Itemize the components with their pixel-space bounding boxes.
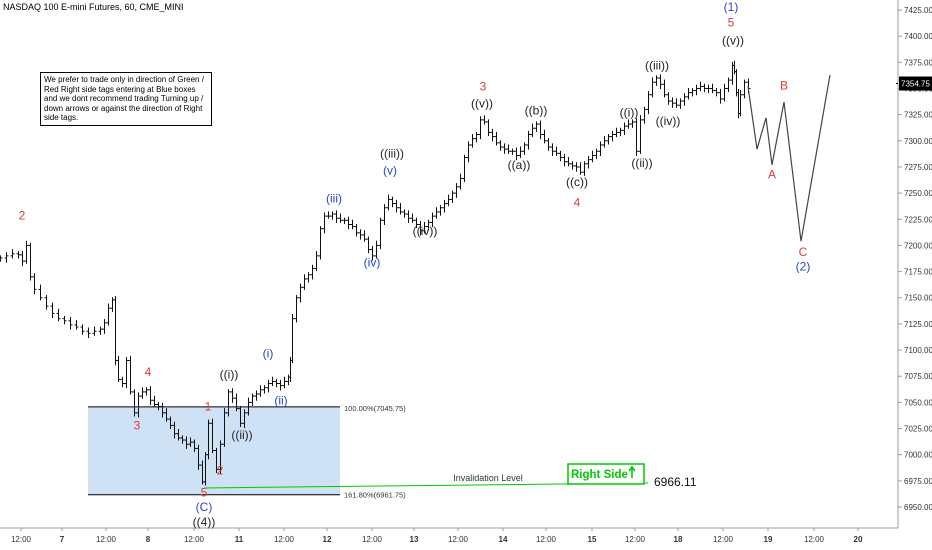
wave-label: 1 xyxy=(205,400,212,414)
invalidation-label: Invalidation Level xyxy=(453,473,523,483)
x-tick-label: 8 xyxy=(146,535,151,544)
y-tick-label: 7200.00 xyxy=(904,241,932,250)
y-tick-label: 7025.00 xyxy=(904,425,932,434)
last-price-tag xyxy=(899,76,932,91)
wave-label: ((c)) xyxy=(566,175,588,189)
x-tick-label: 14 xyxy=(499,535,508,544)
x-tick-label: 12 xyxy=(323,535,332,544)
wave-label: (ii) xyxy=(274,393,287,407)
y-tick-label: 7325.00 xyxy=(904,111,932,120)
x-tick-label: 11 xyxy=(235,535,244,544)
x-tick-label: 12:00 xyxy=(804,535,825,544)
y-tick-label: 7225.00 xyxy=(904,215,932,224)
wave-label: 2 xyxy=(217,464,224,478)
fib-161-label: 161.80%(6961.75) xyxy=(344,491,406,500)
x-tick-label: 12:00 xyxy=(713,535,734,544)
y-tick-label: 7050.00 xyxy=(904,398,932,407)
wave-label: ((a)) xyxy=(508,158,531,172)
y-tick-label: 7150.00 xyxy=(904,294,932,303)
fib-100-label: 100.00%(7045.75) xyxy=(344,404,406,413)
wave-label: C xyxy=(799,245,808,259)
y-tick-label: 7300.00 xyxy=(904,137,932,146)
trading-note: We prefer to trade only in direction of … xyxy=(40,72,212,126)
wave-label: (v) xyxy=(383,163,397,177)
y-tick-label: 7375.00 xyxy=(904,58,932,67)
arrow-up-icon xyxy=(628,465,636,478)
y-tick-label: 7000.00 xyxy=(904,451,932,460)
wave-label: ((ii)) xyxy=(231,428,252,442)
y-tick-label: 7275.00 xyxy=(904,163,932,172)
y-tick-label: 7100.00 xyxy=(904,346,932,355)
y-tick-label: 7075.00 xyxy=(904,372,932,381)
wave-label: 5 xyxy=(201,486,208,500)
projection-path xyxy=(747,74,831,242)
x-tick-label: 12:00 xyxy=(11,535,32,544)
right-side-tag-text: Right Side xyxy=(571,469,628,481)
y-tick-label: 6975.00 xyxy=(904,477,932,486)
wave-label: (iii) xyxy=(326,192,342,206)
wave-label: ((b)) xyxy=(525,104,548,118)
wave-label: (C) xyxy=(196,500,213,514)
x-tick-label: 19 xyxy=(764,535,773,544)
x-tick-label: 7 xyxy=(60,535,65,544)
y-tick-label: 7400.00 xyxy=(904,32,932,41)
wave-label: A xyxy=(768,167,776,181)
wave-label: 4 xyxy=(145,365,152,379)
wave-label: (2) xyxy=(796,260,811,274)
y-tick-label: 6950.00 xyxy=(904,503,932,512)
x-tick-label: 12:00 xyxy=(448,535,469,544)
wave-label: ((4)) xyxy=(193,515,216,529)
chart-title: NASDAQ 100 E-mini Futures, 60, CME_MINI xyxy=(3,2,184,12)
x-tick-label: 12:00 xyxy=(96,535,117,544)
wave-label: (i) xyxy=(263,346,274,360)
wave-label: ((i)) xyxy=(220,367,239,381)
x-tick-label: 13 xyxy=(410,535,419,544)
wave-label: ((iii)) xyxy=(380,147,404,161)
x-tick-label: 12:00 xyxy=(625,535,646,544)
x-tick-label: 12:00 xyxy=(536,535,557,544)
wave-label: 2 xyxy=(19,208,26,222)
x-tick-label: 12:00 xyxy=(274,535,295,544)
x-tick-label: 15 xyxy=(588,535,597,544)
y-tick-label: 7250.00 xyxy=(904,189,932,198)
wave-label: ((iv)) xyxy=(413,224,438,238)
wave-label: B xyxy=(780,79,788,93)
wave-label: ((v)) xyxy=(722,34,744,48)
wave-label: ((iv)) xyxy=(656,114,681,128)
x-tick-label: 12:00 xyxy=(362,535,383,544)
y-tick-label: 7125.00 xyxy=(904,320,932,329)
wave-label: 4 xyxy=(574,196,581,210)
x-tick-label: 12:00 xyxy=(184,535,205,544)
last-price-label: 7354.75 xyxy=(901,80,930,89)
wave-label: ((iii)) xyxy=(645,59,669,73)
wave-label: 3 xyxy=(134,419,141,433)
x-tick-label: 18 xyxy=(674,535,683,544)
wave-label: ((v)) xyxy=(471,96,493,110)
wave-label: (1) xyxy=(724,0,739,14)
wave-label: 3 xyxy=(480,80,487,94)
y-tick-label: 7175.00 xyxy=(904,268,932,277)
y-tick-label: 7425.00 xyxy=(904,6,932,15)
wave-label: ((i)) xyxy=(620,106,639,120)
wave-label: (iv) xyxy=(364,255,381,269)
invalidation-value: 6966.11 xyxy=(654,475,697,489)
x-tick-label: 20 xyxy=(854,535,863,544)
wave-label: 5 xyxy=(728,16,735,30)
right-side-tag-box xyxy=(567,463,645,485)
wave-label: ((ii)) xyxy=(631,156,652,170)
